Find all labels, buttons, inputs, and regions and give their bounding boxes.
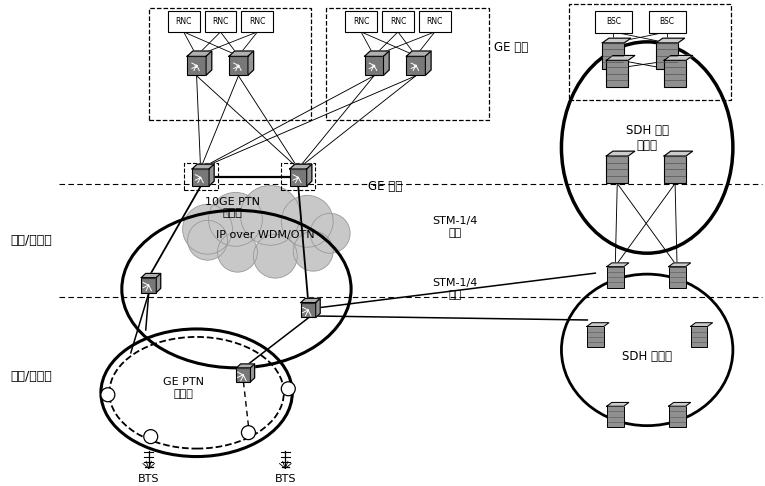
FancyBboxPatch shape xyxy=(656,43,678,69)
Circle shape xyxy=(311,213,350,253)
Text: RNC: RNC xyxy=(175,17,192,26)
Polygon shape xyxy=(236,364,255,368)
Polygon shape xyxy=(307,164,312,186)
FancyBboxPatch shape xyxy=(419,12,451,33)
FancyBboxPatch shape xyxy=(406,56,425,75)
Polygon shape xyxy=(206,51,212,75)
Text: BSC: BSC xyxy=(659,17,675,26)
Circle shape xyxy=(187,220,227,260)
Text: RNC: RNC xyxy=(389,17,406,26)
Circle shape xyxy=(242,426,256,440)
FancyBboxPatch shape xyxy=(691,327,708,347)
Circle shape xyxy=(183,204,233,254)
FancyBboxPatch shape xyxy=(192,169,209,186)
Polygon shape xyxy=(656,38,685,43)
Polygon shape xyxy=(248,51,254,75)
Text: STM-1/4
互联: STM-1/4 互联 xyxy=(432,278,477,300)
Polygon shape xyxy=(607,263,629,267)
Text: BSC: BSC xyxy=(606,17,620,26)
Polygon shape xyxy=(229,51,254,56)
FancyBboxPatch shape xyxy=(649,11,685,33)
Polygon shape xyxy=(142,274,161,278)
Text: IP over WDM/OTN: IP over WDM/OTN xyxy=(216,230,314,240)
Text: 核心/骨干层: 核心/骨干层 xyxy=(10,234,52,247)
Polygon shape xyxy=(209,164,214,186)
Text: RNC: RNC xyxy=(213,17,229,26)
FancyBboxPatch shape xyxy=(602,43,624,69)
Polygon shape xyxy=(301,298,321,303)
FancyBboxPatch shape xyxy=(345,12,377,33)
Circle shape xyxy=(282,382,295,396)
Circle shape xyxy=(101,388,115,402)
Polygon shape xyxy=(316,298,321,317)
Circle shape xyxy=(282,195,333,247)
Polygon shape xyxy=(607,55,635,60)
Polygon shape xyxy=(365,51,389,56)
FancyBboxPatch shape xyxy=(669,267,685,288)
Text: SDH 汇聚层: SDH 汇聚层 xyxy=(622,350,672,364)
FancyBboxPatch shape xyxy=(142,278,156,293)
FancyBboxPatch shape xyxy=(664,156,686,183)
Text: GE PTN
接入层: GE PTN 接入层 xyxy=(163,377,204,399)
Circle shape xyxy=(240,186,300,245)
FancyBboxPatch shape xyxy=(382,12,414,33)
FancyBboxPatch shape xyxy=(607,60,628,87)
Polygon shape xyxy=(425,51,431,75)
Circle shape xyxy=(209,192,262,246)
Circle shape xyxy=(293,231,333,271)
FancyBboxPatch shape xyxy=(229,56,248,75)
FancyBboxPatch shape xyxy=(607,156,628,183)
Circle shape xyxy=(253,234,298,278)
Text: SDH 核心
骨干层: SDH 核心 骨干层 xyxy=(626,123,669,152)
FancyBboxPatch shape xyxy=(365,56,383,75)
Polygon shape xyxy=(156,274,161,293)
Polygon shape xyxy=(691,323,712,327)
Polygon shape xyxy=(669,402,691,406)
FancyBboxPatch shape xyxy=(587,327,604,347)
Text: BTS: BTS xyxy=(275,473,296,484)
Polygon shape xyxy=(607,151,635,156)
FancyBboxPatch shape xyxy=(664,60,686,87)
Text: 汇聚/接入层: 汇聚/接入层 xyxy=(10,370,52,383)
FancyBboxPatch shape xyxy=(242,12,273,33)
FancyBboxPatch shape xyxy=(301,303,316,317)
Polygon shape xyxy=(669,263,691,267)
FancyBboxPatch shape xyxy=(595,11,632,33)
Polygon shape xyxy=(192,164,214,169)
FancyBboxPatch shape xyxy=(168,12,200,33)
Polygon shape xyxy=(607,402,629,406)
Polygon shape xyxy=(187,51,212,56)
FancyBboxPatch shape xyxy=(669,406,685,427)
Polygon shape xyxy=(250,364,255,382)
Polygon shape xyxy=(664,55,692,60)
Circle shape xyxy=(144,430,158,444)
Polygon shape xyxy=(290,164,312,169)
Text: RNC: RNC xyxy=(249,17,265,26)
Text: GE 光口: GE 光口 xyxy=(368,180,402,193)
FancyBboxPatch shape xyxy=(236,368,250,382)
FancyBboxPatch shape xyxy=(607,406,623,427)
Text: RNC: RNC xyxy=(353,17,369,26)
Polygon shape xyxy=(383,51,389,75)
Polygon shape xyxy=(406,51,431,56)
Polygon shape xyxy=(602,38,631,43)
Text: RNC: RNC xyxy=(427,17,443,26)
Text: 10GE PTN
汇聚层: 10GE PTN 汇聚层 xyxy=(205,196,260,218)
FancyBboxPatch shape xyxy=(187,56,206,75)
FancyBboxPatch shape xyxy=(290,169,307,186)
Text: GE 光口: GE 光口 xyxy=(493,41,528,54)
Polygon shape xyxy=(587,323,609,327)
Circle shape xyxy=(217,232,257,272)
FancyBboxPatch shape xyxy=(607,267,623,288)
FancyBboxPatch shape xyxy=(204,12,236,33)
Polygon shape xyxy=(664,151,692,156)
Text: STM-1/4
互联: STM-1/4 互联 xyxy=(432,216,477,238)
Text: BTS: BTS xyxy=(138,473,159,484)
